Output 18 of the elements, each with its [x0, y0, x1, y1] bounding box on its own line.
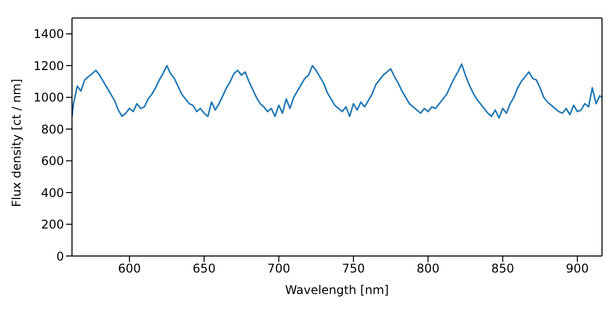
x-tick-label: 850 — [491, 262, 514, 276]
line-series — [72, 63, 602, 119]
x-tick-label: 750 — [342, 262, 365, 276]
x-tick-label: 800 — [416, 262, 440, 276]
x-tick-label: 650 — [192, 262, 216, 276]
y-tick-label: 1200 — [33, 58, 64, 73]
y-axis-title: Flux density [ct / nm] — [9, 78, 24, 207]
x-tick-label: 900 — [566, 262, 589, 276]
y-tick-label: 800 — [41, 122, 64, 136]
y-tick-label: 1400 — [33, 27, 64, 42]
y-tick-label: 400 — [41, 186, 64, 200]
x-tick-label: 600 — [118, 262, 141, 276]
x-tick-label: 700 — [267, 262, 290, 276]
y-tick-label: 0 — [56, 249, 64, 264]
y-tick-label: 200 — [41, 218, 64, 232]
y-tick-label: 1000 — [33, 90, 64, 105]
x-axis-title: Wavelength [nm] — [285, 283, 389, 297]
y-tick-label: 600 — [41, 154, 64, 168]
